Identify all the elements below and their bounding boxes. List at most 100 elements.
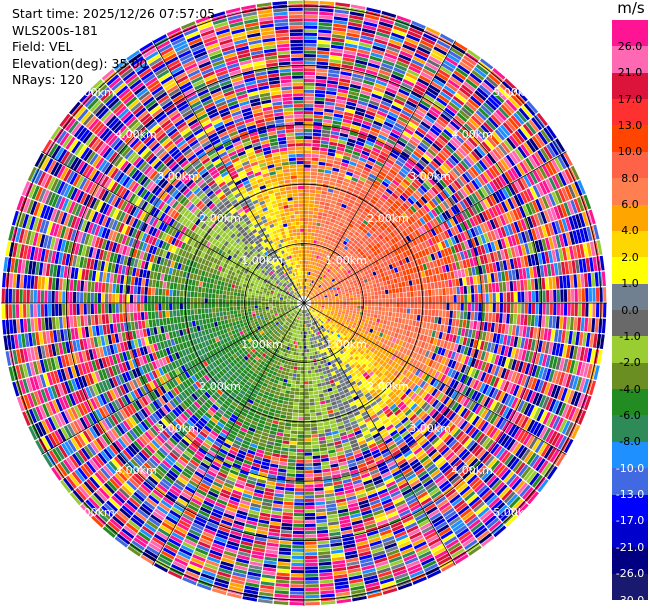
range-gate bbox=[368, 189, 376, 196]
range-gate bbox=[570, 288, 575, 302]
range-gate bbox=[330, 277, 334, 281]
range-gate bbox=[348, 183, 356, 189]
range-gate bbox=[554, 190, 563, 204]
range-gate bbox=[330, 174, 338, 179]
range-gate bbox=[304, 71, 316, 76]
range-gate bbox=[307, 334, 310, 338]
range-gate bbox=[317, 422, 324, 427]
range-gate bbox=[487, 273, 492, 283]
range-gate bbox=[392, 298, 397, 303]
range-gate bbox=[408, 280, 413, 286]
range-gate bbox=[465, 276, 470, 286]
range-gate bbox=[389, 257, 395, 264]
range-gate bbox=[486, 220, 493, 231]
range-gate bbox=[384, 236, 390, 242]
range-gate bbox=[315, 508, 326, 513]
range-gate bbox=[403, 303, 407, 308]
range-gate bbox=[421, 139, 431, 148]
range-gate bbox=[440, 240, 447, 249]
range-gate bbox=[392, 256, 398, 263]
range-gate bbox=[326, 232, 331, 237]
range-gate bbox=[430, 228, 437, 237]
range-gate bbox=[361, 283, 366, 288]
range-gate bbox=[304, 466, 313, 470]
range-gate bbox=[321, 299, 325, 302]
range-gate bbox=[304, 356, 307, 360]
range-gate bbox=[454, 165, 464, 175]
range-gate bbox=[314, 273, 317, 277]
range-gate bbox=[556, 289, 561, 302]
range-gate bbox=[339, 191, 346, 197]
range-gate bbox=[401, 151, 410, 159]
range-gate bbox=[460, 232, 467, 242]
range-gate bbox=[431, 124, 443, 134]
range-gate bbox=[421, 241, 428, 249]
range-gate bbox=[458, 319, 463, 328]
range-gate bbox=[380, 328, 385, 334]
range-gate bbox=[402, 313, 407, 319]
range-gate bbox=[555, 249, 561, 262]
range-gate bbox=[392, 303, 397, 308]
range-gate bbox=[443, 272, 448, 281]
range-gate bbox=[317, 175, 324, 180]
range-gate bbox=[373, 180, 381, 187]
range-gate bbox=[435, 97, 448, 107]
range-gate bbox=[304, 136, 313, 140]
range-gate bbox=[346, 305, 350, 308]
range-gate bbox=[399, 239, 406, 246]
range-gate bbox=[305, 293, 308, 297]
range-gate bbox=[331, 34, 346, 39]
range-gate bbox=[442, 147, 452, 157]
range-gate bbox=[324, 275, 328, 280]
range-gate bbox=[314, 281, 318, 286]
range-gate bbox=[465, 219, 473, 229]
range-gate bbox=[389, 307, 393, 312]
range-gate bbox=[353, 297, 357, 301]
range-gate bbox=[415, 278, 420, 285]
range-gate bbox=[573, 198, 582, 213]
range-gate bbox=[482, 171, 492, 182]
range-gate bbox=[420, 225, 427, 233]
range-gate bbox=[316, 379, 321, 384]
range-gate bbox=[399, 308, 404, 313]
range-gate bbox=[314, 262, 317, 266]
range-gate bbox=[384, 315, 388, 321]
range-gate bbox=[335, 99, 347, 105]
range-gate bbox=[495, 261, 501, 272]
range-gate bbox=[559, 316, 564, 330]
range-gate bbox=[401, 47, 415, 56]
range-gate bbox=[427, 211, 435, 219]
range-gate bbox=[333, 23, 347, 29]
range-gate bbox=[409, 314, 414, 320]
range-gate bbox=[408, 139, 419, 147]
range-gate bbox=[364, 306, 368, 310]
range-gate bbox=[383, 281, 388, 286]
range-gate bbox=[331, 171, 339, 176]
range-gate bbox=[492, 67, 506, 80]
range-gate bbox=[531, 200, 540, 213]
range-gate bbox=[444, 239, 450, 248]
range-gate bbox=[447, 123, 458, 133]
range-gate bbox=[339, 78, 351, 84]
range-gate bbox=[312, 376, 317, 381]
range-gate bbox=[327, 285, 332, 289]
range-gate bbox=[423, 315, 428, 322]
range-gate bbox=[506, 313, 510, 324]
range-gate bbox=[421, 36, 436, 46]
range-gate bbox=[574, 288, 578, 302]
range-gate bbox=[322, 414, 329, 419]
range-gate bbox=[330, 291, 334, 295]
range-gate bbox=[573, 274, 578, 288]
range-gate bbox=[332, 167, 340, 173]
range-gate bbox=[386, 138, 396, 146]
range-gate bbox=[369, 198, 377, 205]
range-gate bbox=[349, 307, 354, 311]
range-gate bbox=[304, 239, 308, 243]
range-gate bbox=[346, 258, 352, 263]
range-gate bbox=[485, 303, 489, 312]
range-gate bbox=[407, 97, 419, 105]
range-gate bbox=[304, 473, 314, 478]
range-gate bbox=[497, 126, 508, 139]
range-gate bbox=[311, 232, 315, 237]
range-gate bbox=[304, 459, 313, 463]
